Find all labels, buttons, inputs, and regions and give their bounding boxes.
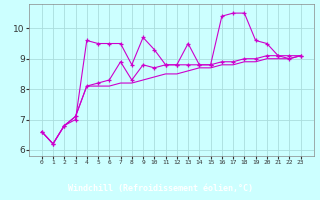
Text: Windchill (Refroidissement éolien,°C): Windchill (Refroidissement éolien,°C) bbox=[68, 184, 252, 193]
